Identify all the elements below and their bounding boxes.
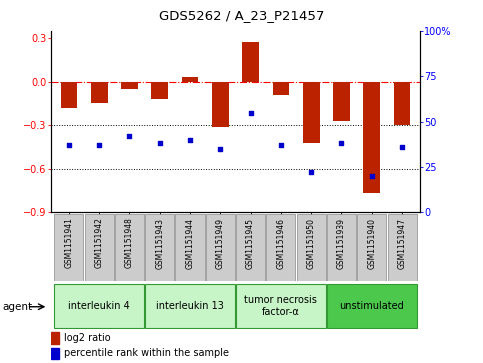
Point	[338, 140, 345, 146]
Bar	[206, 214, 235, 281]
Text: interleukin 4: interleukin 4	[68, 301, 130, 311]
Point	[307, 170, 315, 175]
Bar	[297, 214, 326, 281]
Text: GSM1151949: GSM1151949	[216, 217, 225, 269]
Point	[216, 146, 224, 152]
Point	[95, 142, 103, 148]
Text: percentile rank within the sample: percentile rank within the sample	[64, 348, 228, 359]
Text: tumor necrosis
factor-α: tumor necrosis factor-α	[244, 295, 317, 317]
Text: GSM1151941: GSM1151941	[64, 217, 73, 268]
Bar	[55, 214, 84, 281]
Text: GSM1151940: GSM1151940	[367, 217, 376, 269]
Bar	[333, 82, 350, 121]
Text: log2 ratio: log2 ratio	[64, 333, 110, 343]
Bar	[363, 82, 380, 193]
Bar	[266, 214, 296, 281]
Text: GSM1151950: GSM1151950	[307, 217, 316, 269]
Text: GSM1151944: GSM1151944	[185, 217, 195, 269]
Bar	[242, 42, 259, 82]
Text: GSM1151948: GSM1151948	[125, 217, 134, 268]
Text: GDS5262 / A_23_P21457: GDS5262 / A_23_P21457	[159, 9, 324, 22]
Text: agent: agent	[2, 302, 32, 312]
Point	[156, 140, 164, 146]
Point	[368, 173, 376, 179]
Bar	[51, 348, 59, 359]
Bar	[55, 284, 144, 327]
Text: GSM1151943: GSM1151943	[155, 217, 164, 269]
Point	[186, 137, 194, 143]
Text: GSM1151946: GSM1151946	[276, 217, 285, 269]
Bar	[236, 284, 326, 327]
Bar	[121, 82, 138, 89]
Bar	[145, 214, 174, 281]
Bar	[60, 82, 77, 108]
Text: GSM1151942: GSM1151942	[95, 217, 104, 268]
Point	[398, 144, 406, 150]
Bar	[272, 82, 289, 95]
Bar	[327, 214, 356, 281]
Bar	[91, 82, 108, 103]
Bar	[357, 214, 386, 281]
Bar	[236, 214, 265, 281]
Bar	[182, 77, 199, 82]
Bar	[327, 284, 416, 327]
Bar	[115, 214, 144, 281]
Bar	[175, 214, 205, 281]
Text: GSM1151945: GSM1151945	[246, 217, 255, 269]
Bar	[387, 214, 416, 281]
Text: GSM1151947: GSM1151947	[398, 217, 407, 269]
Text: GSM1151939: GSM1151939	[337, 217, 346, 269]
Point	[126, 133, 133, 139]
Bar	[151, 82, 168, 99]
Bar	[212, 82, 228, 127]
Bar	[303, 82, 320, 143]
Point	[247, 110, 255, 115]
Point	[277, 142, 285, 148]
Bar	[145, 284, 235, 327]
Bar	[51, 333, 59, 344]
Bar	[394, 82, 411, 125]
Bar	[85, 214, 114, 281]
Text: interleukin 13: interleukin 13	[156, 301, 224, 311]
Point	[65, 142, 73, 148]
Text: unstimulated: unstimulated	[340, 301, 404, 311]
